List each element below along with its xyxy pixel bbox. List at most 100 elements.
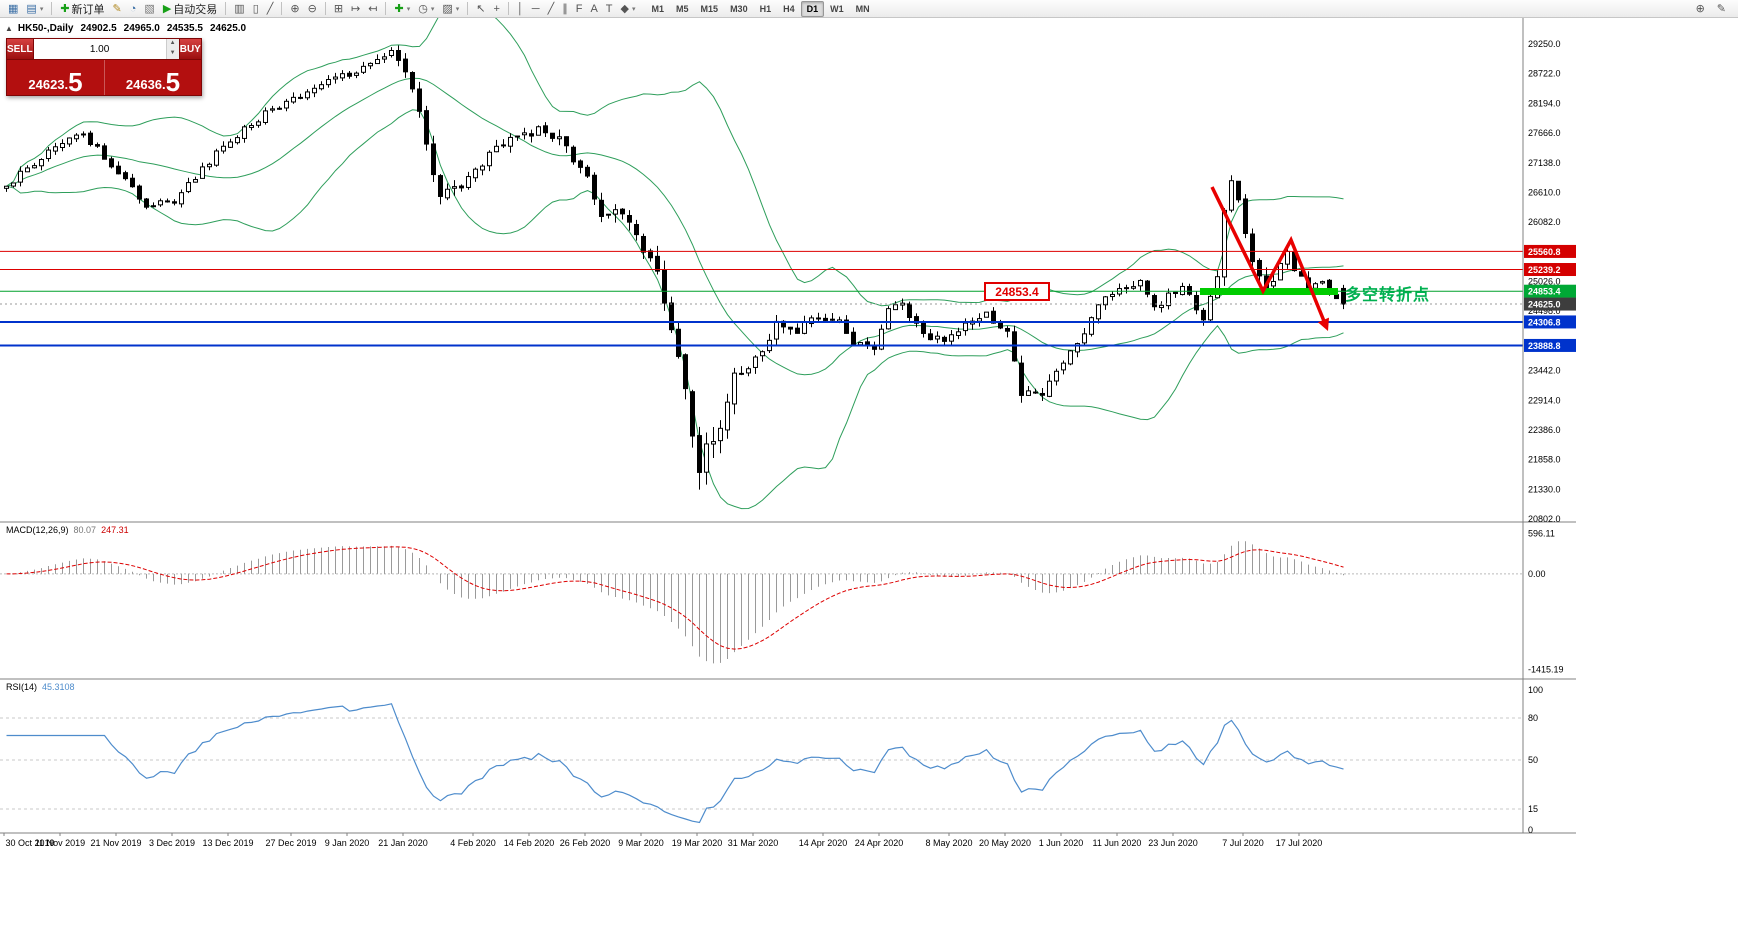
vertical-line-icon[interactable]: │ [516, 2, 524, 15]
zoom-in-icon[interactable]: ⊕ [290, 2, 300, 15]
toolbar-separator [324, 2, 326, 15]
svg-text:21858.0: 21858.0 [1528, 455, 1561, 465]
fibonacci-icon[interactable]: F [575, 2, 583, 15]
svg-text:22386.0: 22386.0 [1528, 425, 1561, 435]
dropdown-caret-icon: ▾ [632, 5, 636, 13]
svg-text:3 Dec 2019: 3 Dec 2019 [149, 838, 195, 848]
chart-title: ▲ HK50-,Daily 24902.5 24965.0 24535.5 24… [5, 23, 246, 34]
rsi-line [6, 703, 1344, 824]
crosshair-icon[interactable]: + [493, 2, 500, 15]
buy-button[interactable]: BUY [178, 39, 201, 59]
svg-text:0: 0 [1528, 825, 1533, 835]
new-chart-icon[interactable]: ▦ [8, 2, 19, 15]
chart-shift-icon[interactable]: ↤ [368, 2, 378, 15]
toolbar-separator [467, 2, 469, 15]
support-zone-bar[interactable] [1200, 288, 1338, 295]
svg-text:28194.0: 28194.0 [1528, 98, 1561, 108]
trendline-icon[interactable]: ╱ [547, 2, 555, 15]
tile-windows-icon[interactable]: ⊞ [333, 2, 344, 15]
svg-text:0.00: 0.00 [1528, 569, 1546, 579]
macd-signal-line [6, 546, 1344, 650]
toolbar-separator [281, 2, 283, 15]
svg-text:26082.0: 26082.0 [1528, 217, 1561, 227]
symbol-period-label: HK50-,Daily [17, 23, 74, 34]
svg-text:15: 15 [1528, 804, 1538, 814]
timeframe-mn[interactable]: MN [855, 3, 870, 14]
sell-price-main: 24623. [28, 76, 69, 92]
volume-up-icon[interactable]: ▲ [166, 39, 179, 49]
indicators-icon[interactable]: ✚ ▾ [394, 2, 411, 15]
templates-icon[interactable]: ▨ ▾ [442, 2, 460, 15]
timeframe-m15[interactable]: M15 [700, 3, 719, 14]
candlestick-chart-icon[interactable]: ▯ [252, 2, 259, 15]
svg-text:23442.0: 23442.0 [1528, 366, 1561, 376]
svg-text:-1415.19: -1415.19 [1528, 665, 1564, 675]
zigzag-arrowhead-icon [1317, 317, 1329, 331]
turning-point-annotation[interactable]: 多空转折点 [1345, 287, 1431, 304]
line-chart-icon[interactable]: ╱ [266, 2, 274, 15]
svg-text:50: 50 [1528, 755, 1538, 765]
svg-text:31 Mar 2020: 31 Mar 2020 [728, 838, 779, 848]
svg-text:25560.8: 25560.8 [1528, 247, 1561, 257]
sell-price[interactable]: 24623. 5 [7, 60, 104, 95]
toolbar-separator [51, 2, 53, 15]
ohlc-close: 24625.0 [209, 23, 247, 34]
svg-text:4 Feb 2020: 4 Feb 2020 [450, 838, 496, 848]
label-icon[interactable]: T [605, 2, 613, 15]
svg-text:21 Nov 2019: 21 Nov 2019 [90, 838, 141, 848]
volume-box: ▲ ▼ [33, 39, 179, 59]
timeframe-m5[interactable]: M5 [676, 3, 689, 14]
buy-price-main: 24636. [125, 76, 166, 92]
macd-indicator-label: MACD(12,26,9) 80.07 247.31 [6, 525, 129, 535]
buy-price[interactable]: 24636. 5 [104, 60, 201, 95]
zoom-out-icon[interactable]: ⊖ [307, 2, 317, 15]
timeframe-m30[interactable]: M30 [730, 3, 748, 14]
sell-button[interactable]: SELL [7, 39, 34, 59]
svg-text:28722.0: 28722.0 [1528, 69, 1561, 79]
dropdown-caret-icon: ▾ [455, 5, 460, 13]
svg-text:17 Jul 2020: 17 Jul 2020 [1276, 838, 1323, 848]
ohlc-high: 24965.0 [123, 23, 160, 34]
metaeditor-icon[interactable]: ✎ [112, 2, 122, 15]
volume-input[interactable] [33, 39, 166, 59]
new-order-button[interactable]: ✚ 新订单 [60, 2, 105, 16]
level-lines[interactable] [0, 250, 1523, 347]
navigator-icon[interactable]: ▧ [144, 2, 155, 15]
periods-icon[interactable]: ◷ ▾ [418, 2, 435, 15]
svg-text:23888.8: 23888.8 [1528, 341, 1561, 351]
collapse-triangle-icon[interactable]: ▲ [5, 24, 13, 33]
svg-text:13 Dec 2019: 13 Dec 2019 [202, 838, 253, 848]
horizontal-line-icon[interactable]: ─ [531, 2, 540, 15]
strategy-tester-icon[interactable]: ◔ [129, 2, 137, 15]
cursor-icon[interactable]: ↖ [476, 2, 486, 15]
shapes-icon[interactable]: ◆ ▾ [620, 2, 636, 15]
profiles-icon[interactable]: ▤ ▾ [26, 2, 44, 15]
chart-canvas[interactable]: 29250.0 28722.0 28194.0 27666.0 27138.0 26610… [0, 18, 1738, 944]
dropdown-caret-icon: ▾ [39, 5, 44, 13]
chart-window[interactable]: 29250.0 28722.0 28194.0 27666.0 27138.0 26610… [0, 18, 1738, 944]
svg-text:29250.0: 29250.0 [1528, 39, 1561, 49]
timeframe-d1[interactable]: D1 [800, 0, 825, 17]
timeframe-h4[interactable]: H4 [783, 3, 795, 14]
timeframe-w1[interactable]: W1 [830, 3, 844, 14]
timeframe-m1[interactable]: M1 [651, 3, 665, 14]
svg-text:20802.0: 20802.0 [1528, 514, 1561, 524]
macd-histogram [13, 541, 1344, 664]
svg-text:24306.8: 24306.8 [1528, 317, 1561, 327]
pencil-icon[interactable]: ✎ [1716, 2, 1726, 15]
svg-text:24 Apr 2020: 24 Apr 2020 [855, 838, 904, 848]
trend-zigzag-arrow[interactable] [1210, 186, 1328, 327]
svg-text:27138.0: 27138.0 [1528, 158, 1561, 168]
price-level-flag[interactable]: 24853.4 [984, 282, 1050, 301]
text-icon[interactable]: A [590, 2, 598, 15]
volume-down-icon[interactable]: ▼ [166, 49, 179, 59]
autotrading-button[interactable]: ▶ 自动交易 [162, 2, 218, 16]
search-icon[interactable]: ⊕ [1695, 2, 1705, 15]
timeframe-h1[interactable]: H1 [759, 3, 772, 14]
sell-price-big-digit: 5 [68, 66, 83, 97]
auto-scroll-icon[interactable]: ↦ [351, 2, 361, 15]
channel-icon[interactable]: ∥ [562, 2, 568, 15]
bar-chart-icon[interactable]: ▥ [234, 2, 245, 15]
rsi-name: RSI(14) [6, 682, 38, 692]
